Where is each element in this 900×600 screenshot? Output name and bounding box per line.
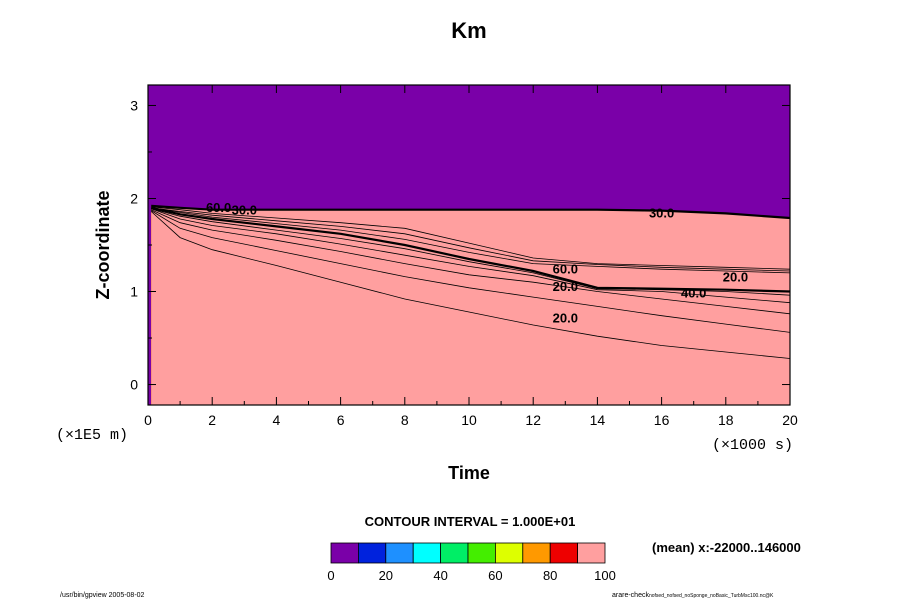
colorbar-swatch-5 xyxy=(467,542,496,564)
x-axis: 0 2 4 6 8 10 12 14 16 18 20 xyxy=(144,85,798,428)
contour-line-5 xyxy=(150,206,791,293)
footer-left-text: /usr/bin/gpview 2005-08-02 xyxy=(60,592,145,599)
y-tick-label-1: 1 xyxy=(130,284,138,300)
colorbar-label-0: 0 xyxy=(327,568,334,583)
contour-line-9 xyxy=(151,204,791,220)
contour-label-5: 30.0 xyxy=(649,205,674,220)
footer-right-text: arare-checknofsed_nofsed_noSponge_noBasi… xyxy=(612,592,774,599)
colorbar-swatch-0 xyxy=(330,542,359,564)
plot-area: 20.020.0 40.060.020.030.060.0 30.0 xyxy=(147,84,791,406)
x-tick-label-9: 18 xyxy=(718,412,734,428)
colorbar-swatch-8 xyxy=(549,542,579,564)
x-axis-label: Time xyxy=(448,463,490,483)
colorbar-label-2: 40 xyxy=(433,568,447,583)
colorbar-swatch-3 xyxy=(412,542,442,564)
x-tick-label-0: 0 xyxy=(144,412,152,428)
contour-line-0 xyxy=(150,211,791,359)
contour-line-7 xyxy=(151,207,791,272)
colorbar-swatch-6 xyxy=(494,542,524,564)
contour-lines xyxy=(150,204,791,359)
contour-band-9 xyxy=(151,205,790,405)
x-tick-label-8: 16 xyxy=(654,412,670,428)
colorbar-label-4: 80 xyxy=(543,568,557,583)
contour-label-7: 30.0 xyxy=(232,203,257,218)
y-tick-label-0: 0 xyxy=(130,377,138,393)
y-axis: 0 1 2 3 xyxy=(130,97,790,393)
contour-line-8 xyxy=(151,206,791,270)
colorbar-label-5: 100 xyxy=(594,568,616,583)
y-axis-label: Z-coordinate xyxy=(93,190,113,299)
contour-line-6 xyxy=(151,207,791,274)
x-tick-label-10: 20 xyxy=(782,412,798,428)
footer-right-sub: nofsed_nofsed_noSponge_noBasic_TurbMsc10… xyxy=(649,593,774,599)
contour-label-4: 20.0 xyxy=(723,270,748,285)
colorbar-label-3: 60 xyxy=(488,568,502,583)
chart-title: Km xyxy=(451,18,486,43)
contour-line-2 xyxy=(151,209,791,315)
footer-right-main: arare-check xyxy=(612,592,649,599)
x-tick-label-7: 14 xyxy=(590,412,606,428)
contour-label-3: 60.0 xyxy=(553,261,578,276)
x-scale-label: (×1000 s) xyxy=(712,437,793,454)
contour-line-1 xyxy=(150,210,791,333)
contour-interval-text: CONTOUR INTERVAL = 1.000E+01 xyxy=(365,514,576,529)
contour-line-3 xyxy=(151,208,791,304)
contour-line-4 xyxy=(151,208,791,296)
x-tick-label-4: 8 xyxy=(401,412,409,428)
x-tick-label-2: 4 xyxy=(273,412,281,428)
contour-bands xyxy=(151,205,790,405)
x-tick-label-3: 6 xyxy=(337,412,345,428)
colorbar-swatch-9 xyxy=(577,542,606,564)
colorbar-swatch-1 xyxy=(357,542,387,564)
x-tick-label-5: 10 xyxy=(461,412,477,428)
x-tick-label-1: 2 xyxy=(208,412,216,428)
contour-label-1: 20.0 xyxy=(553,279,578,294)
mean-range-text: (mean) x:-22000..146000 xyxy=(652,540,801,555)
contour-label-6: 60.0 xyxy=(206,200,231,215)
colorbar-label-1: 20 xyxy=(379,568,393,583)
contour-label-2: 40.0 xyxy=(681,285,706,300)
colorbar-swatch-4 xyxy=(440,542,469,564)
y-tick-label-2: 2 xyxy=(130,190,138,206)
contour-label-0: 20.0 xyxy=(553,311,578,326)
colorbar-swatch-2 xyxy=(385,542,414,564)
y-scale-label: (×1E5 m) xyxy=(56,427,128,444)
colorbar: 0 20 40 60 80 100 xyxy=(327,542,616,583)
colorbar-swatch-7 xyxy=(522,542,551,564)
y-tick-label-3: 3 xyxy=(130,97,138,113)
contour-labels: 20.020.0 40.060.020.030.060.0 30.0 xyxy=(206,200,748,326)
x-tick-label-6: 12 xyxy=(525,412,541,428)
